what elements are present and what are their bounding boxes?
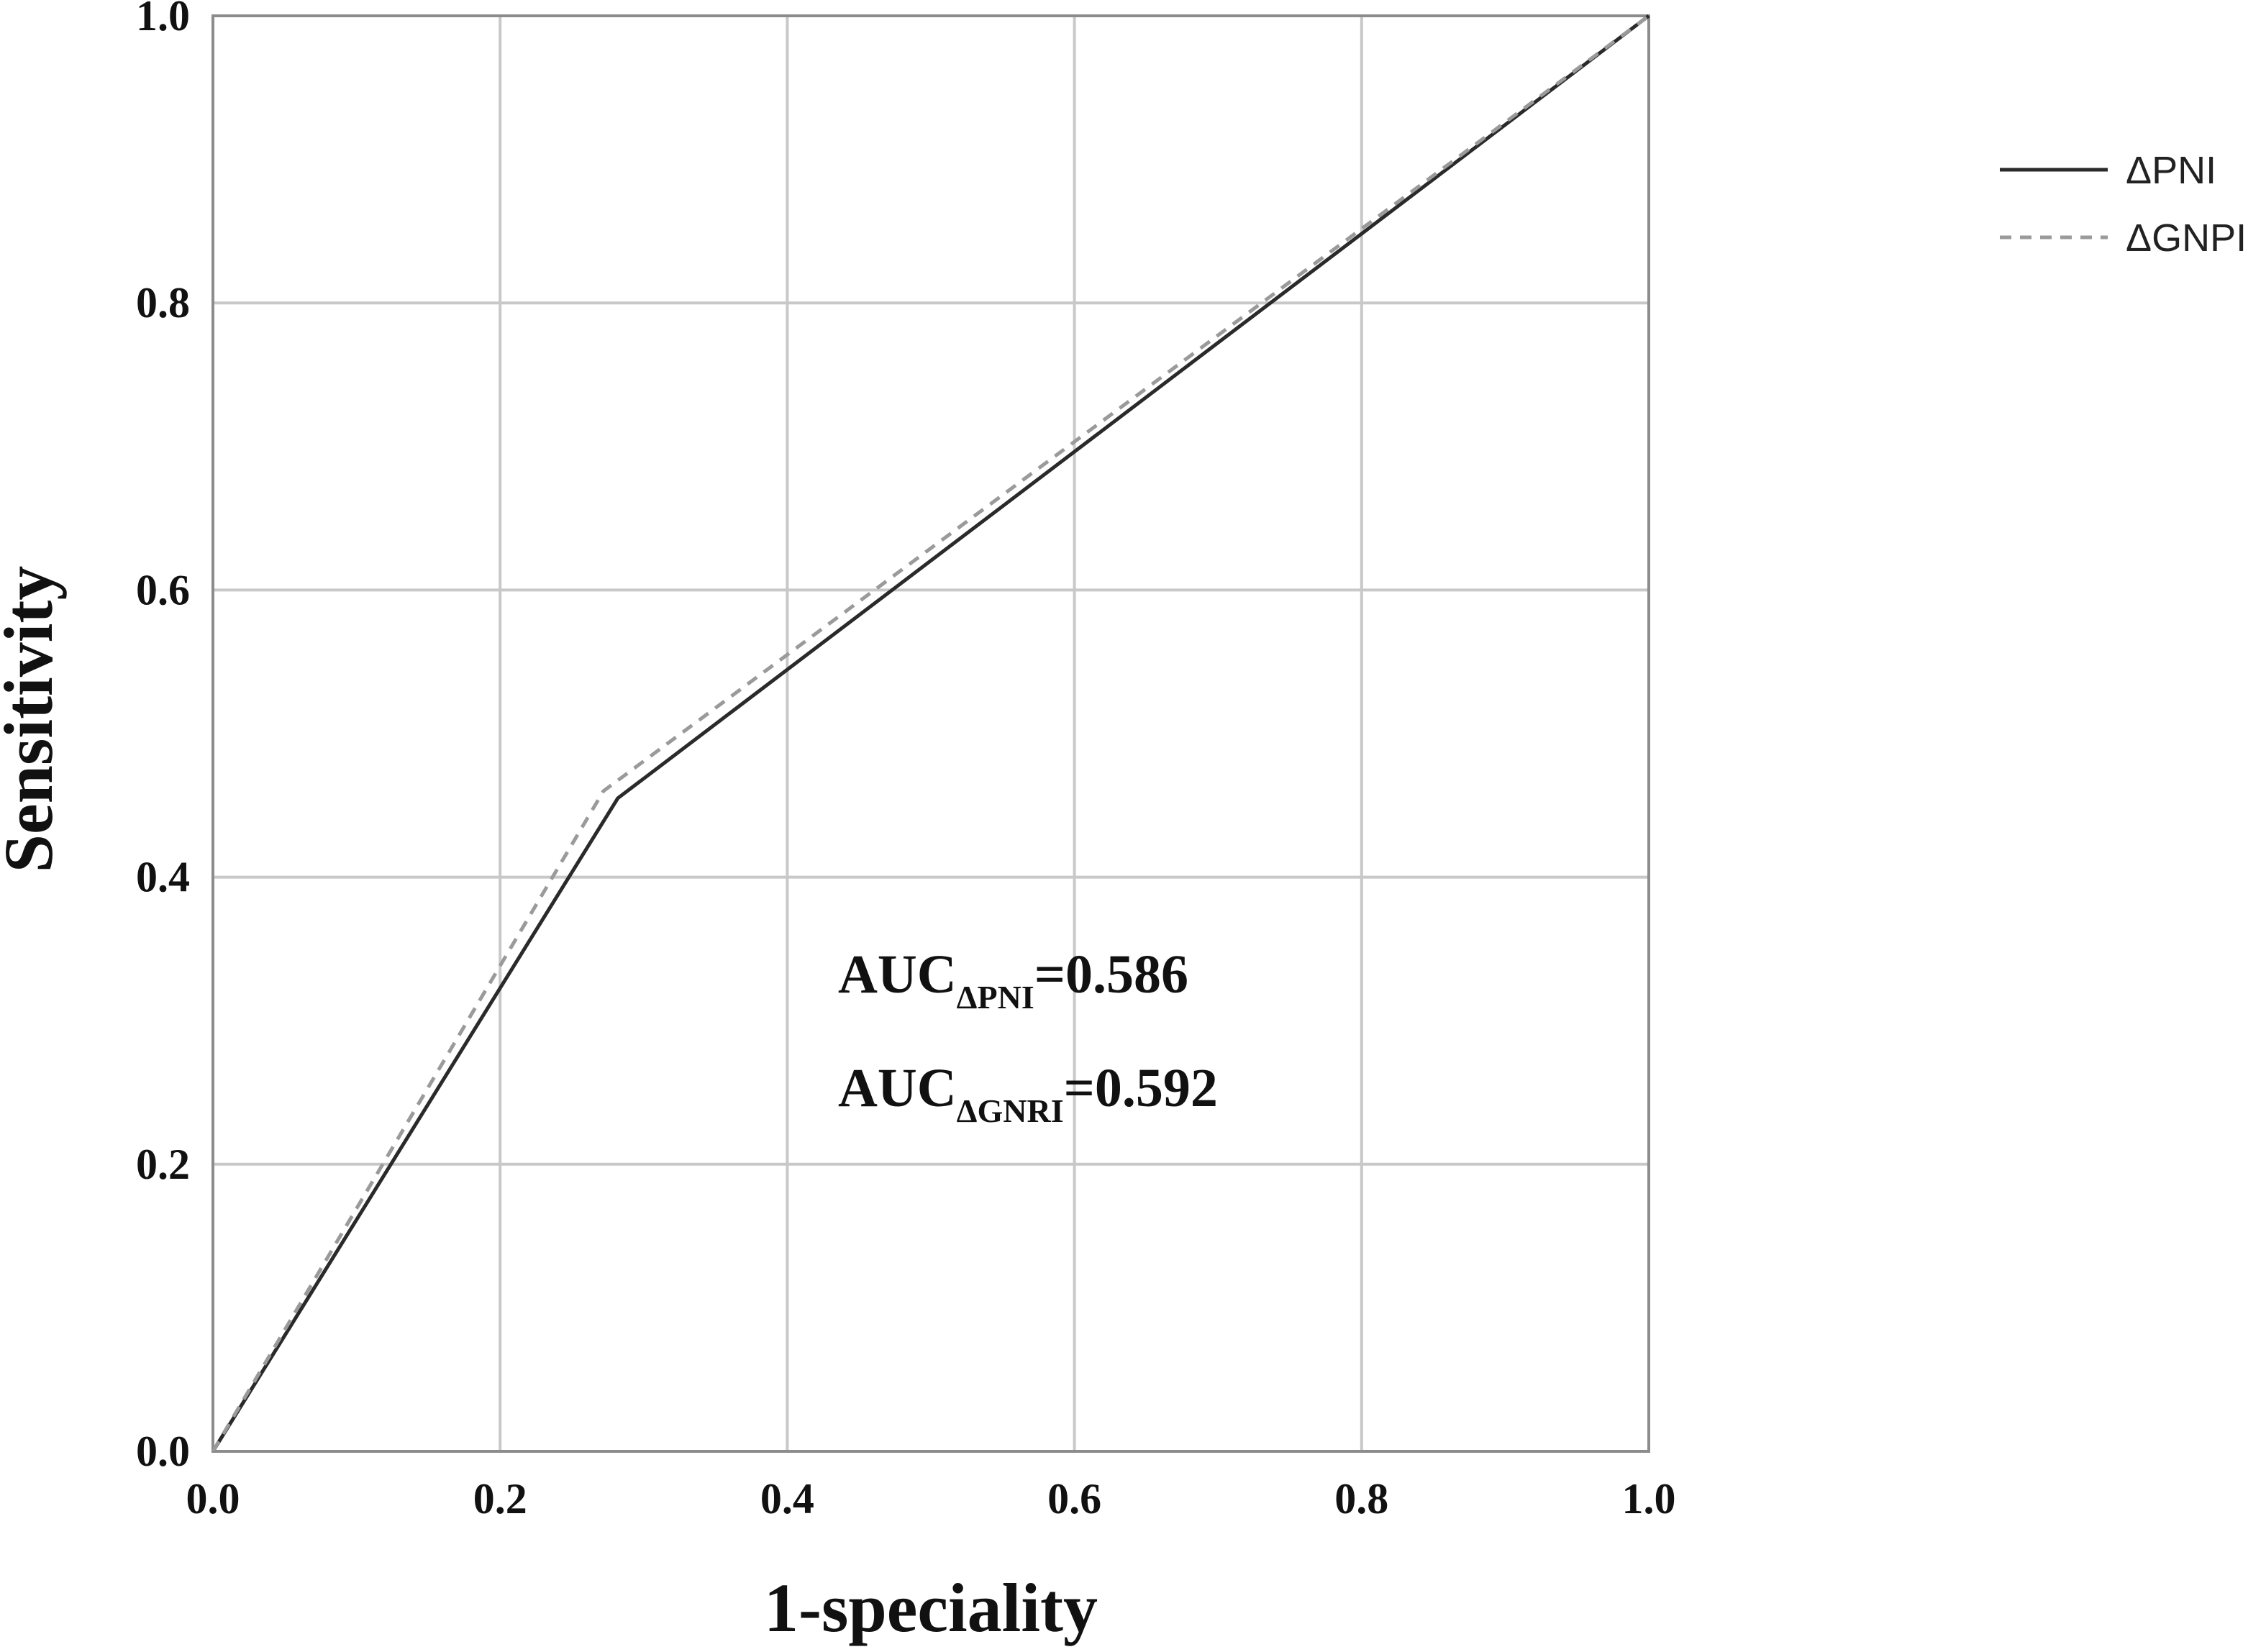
auc-annotation: AUCΔPNI=0.586 — [838, 944, 1188, 1016]
legend-label: ΔPNI — [2126, 149, 2216, 192]
legend: ΔPNI ΔGNPI — [2000, 149, 2247, 260]
grid-lines — [213, 16, 1649, 1451]
x-tick-label: 0.6 — [1047, 1475, 1101, 1523]
y-tick-label: 0.0 — [136, 1428, 190, 1475]
y-tick-label: 1.0 — [136, 0, 190, 40]
x-tick-label: 0.4 — [760, 1475, 814, 1523]
auc-subscript: ΔPNI — [957, 979, 1034, 1016]
x-tick-label: 0.8 — [1334, 1475, 1388, 1523]
x-tick-label: 1.0 — [1622, 1475, 1676, 1523]
x-tick-label: 0.2 — [473, 1475, 527, 1523]
x-tick-label: 0.0 — [186, 1475, 240, 1523]
y-tick-label: 0.2 — [136, 1141, 190, 1188]
y-axis-title: Sensitivity — [0, 566, 67, 873]
series-line-solid — [211, 14, 1650, 1453]
plot-frame — [211, 14, 1650, 1453]
x-axis-title: 1-speciality — [764, 1569, 1098, 1646]
auc-prefix: AUC — [838, 944, 957, 1005]
auc-value: =0.586 — [1034, 944, 1188, 1005]
auc-prefix: AUC — [838, 1058, 957, 1118]
series-lines — [211, 14, 1650, 1453]
y-tick-label: 0.4 — [136, 854, 190, 901]
auc-value: =0.592 — [1064, 1058, 1218, 1118]
tick-labels: 0.0 0.2 0.4 0.6 0.8 1.0 0.0 0.2 0.4 0.6 0.8 1.0 — [136, 0, 1676, 1523]
y-tick-label: 0.6 — [136, 566, 190, 613]
y-tick-label: 0.8 — [136, 279, 190, 327]
series-line-dashed — [211, 14, 1650, 1453]
auc-annotation: AUCΔGNRI=0.592 — [838, 1058, 1218, 1129]
auc-subscript: ΔGNRI — [957, 1092, 1064, 1129]
legend-label: ΔGNPI — [2126, 216, 2247, 260]
